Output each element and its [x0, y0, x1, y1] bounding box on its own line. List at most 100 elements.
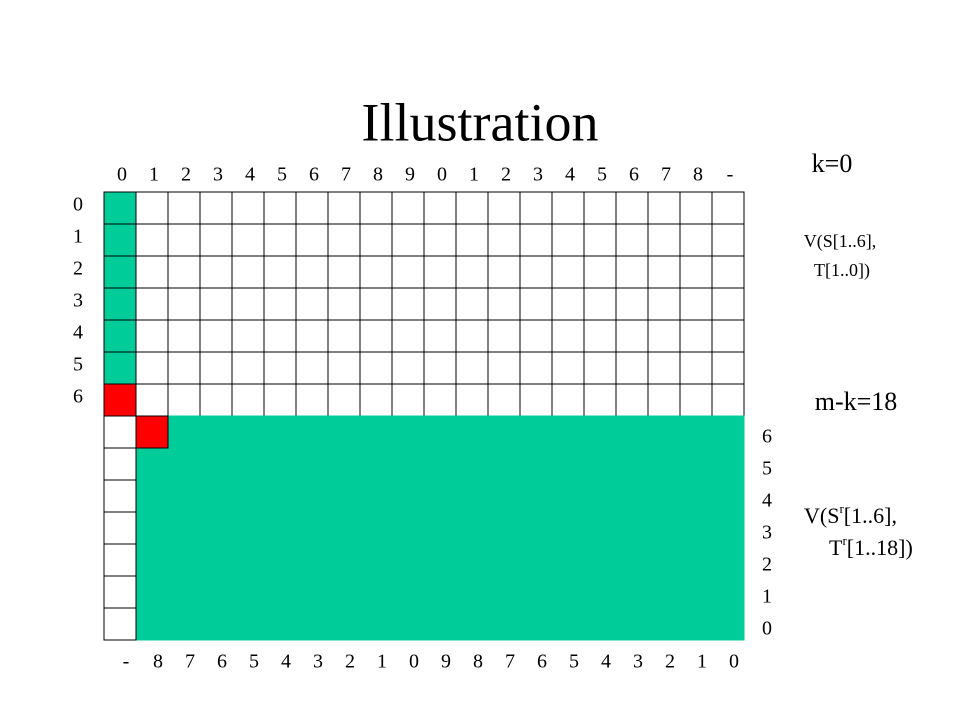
cell: [167, 351, 201, 385]
text: [1..6],: [844, 503, 897, 528]
cell: [679, 351, 713, 385]
cell: [135, 383, 169, 417]
column-label: 4: [565, 164, 575, 186]
cell: [423, 223, 457, 257]
text: T: [829, 535, 843, 560]
row-label: 4: [762, 490, 772, 512]
cell: [519, 287, 553, 321]
column-label: 2: [345, 651, 355, 673]
row-label: 5: [73, 354, 83, 376]
cell: [551, 511, 585, 545]
cell: [583, 191, 617, 225]
cell: [103, 479, 137, 513]
cell: [711, 255, 745, 289]
cell: [231, 543, 265, 577]
cell: [167, 383, 201, 417]
column-label: 5: [597, 164, 607, 186]
cell: [295, 479, 329, 513]
cell: [583, 447, 617, 481]
cell: [487, 447, 521, 481]
cell: [583, 351, 617, 385]
cell: [359, 287, 393, 321]
cell: [455, 479, 489, 513]
cell: [295, 415, 329, 449]
cell: [327, 479, 361, 513]
cell: [423, 351, 457, 385]
column-label: 1: [469, 164, 479, 186]
cell: [487, 575, 521, 609]
cell: [327, 319, 361, 353]
column-label: 4: [245, 164, 255, 186]
cell: [199, 319, 233, 353]
column-label: 9: [441, 651, 451, 673]
cell: [615, 607, 649, 641]
column-label: 2: [665, 651, 675, 673]
cell: [359, 607, 393, 641]
cell: [263, 607, 297, 641]
cell: [327, 223, 361, 257]
row-label: 5: [762, 458, 772, 480]
cell: [103, 447, 137, 481]
cell: [263, 255, 297, 289]
cell: [519, 415, 553, 449]
cell: [615, 447, 649, 481]
cell: [391, 255, 425, 289]
column-label: 3: [533, 164, 543, 186]
cell: [711, 223, 745, 257]
column-label: 5: [569, 651, 579, 673]
cell: [583, 511, 617, 545]
cell: [455, 543, 489, 577]
cell: [391, 287, 425, 321]
cell: [199, 607, 233, 641]
cell: [711, 607, 745, 641]
cell: [327, 191, 361, 225]
cell: [359, 447, 393, 481]
cell: [391, 511, 425, 545]
cell: [615, 383, 649, 417]
cell: [487, 287, 521, 321]
cell: [359, 255, 393, 289]
cell: [231, 511, 265, 545]
cell: [519, 575, 553, 609]
cell: [615, 479, 649, 513]
cell: [135, 447, 169, 481]
cell: [679, 287, 713, 321]
column-label: 1: [149, 164, 159, 186]
cell: [167, 575, 201, 609]
cell: [199, 447, 233, 481]
cell: [551, 383, 585, 417]
cell: [551, 543, 585, 577]
cell: [519, 511, 553, 545]
cell: [263, 543, 297, 577]
cell: [391, 351, 425, 385]
cell: [423, 287, 457, 321]
row-label: 3: [73, 290, 83, 312]
cell: [679, 223, 713, 257]
note-line: T[1..0]): [814, 260, 870, 281]
column-label: 4: [281, 651, 291, 673]
column-label: 9: [405, 164, 415, 186]
column-label: 6: [309, 164, 319, 186]
cell: [199, 287, 233, 321]
cell: [327, 351, 361, 385]
cell: [615, 511, 649, 545]
cell: [135, 287, 169, 321]
cell: [295, 223, 329, 257]
cell: [679, 383, 713, 417]
column-label: 5: [277, 164, 287, 186]
column-label: 6: [217, 651, 227, 673]
cell: [647, 255, 681, 289]
cell: [263, 447, 297, 481]
cell: [391, 415, 425, 449]
cell: [519, 447, 553, 481]
cell: [199, 255, 233, 289]
cell: [199, 383, 233, 417]
cell: [711, 319, 745, 353]
cell: [615, 415, 649, 449]
cell: [135, 191, 169, 225]
column-label: -: [123, 651, 130, 673]
column-label: 8: [473, 651, 483, 673]
title: Illustration: [362, 92, 599, 152]
cell: [487, 479, 521, 513]
row-label: 6: [73, 386, 83, 408]
